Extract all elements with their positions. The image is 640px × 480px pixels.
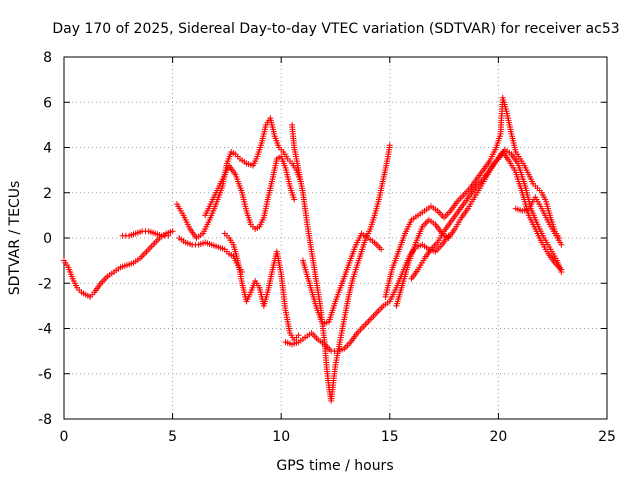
y-tick-label: -2 xyxy=(38,276,52,292)
y-tick-label: 2 xyxy=(43,186,52,202)
data-point xyxy=(558,241,565,248)
y-tick-label: 0 xyxy=(43,231,52,247)
data-points xyxy=(61,94,565,404)
x-tick-label: 20 xyxy=(489,429,507,445)
data-point xyxy=(165,232,172,239)
x-tick-label: 5 xyxy=(168,429,177,445)
y-axis-label: SDTVAR / TECUs xyxy=(7,181,23,296)
y-tick-label: 8 xyxy=(43,50,52,66)
y-tick-label: 4 xyxy=(43,141,52,157)
x-tick-label: 15 xyxy=(381,429,399,445)
chart-title: Day 170 of 2025, Sidereal Day-to-day VTE… xyxy=(52,21,619,37)
x-tick-label: 10 xyxy=(272,429,290,445)
data-point xyxy=(378,246,385,253)
data-point xyxy=(169,228,176,235)
y-tick-label: -4 xyxy=(38,322,52,338)
x-tick-label: 25 xyxy=(598,429,616,445)
y-tick-label: 6 xyxy=(43,95,52,111)
data-point xyxy=(295,332,302,339)
x-tick-label: 0 xyxy=(60,429,69,445)
data-point xyxy=(291,196,298,203)
data-point xyxy=(558,266,565,273)
x-axis-label: GPS time / hours xyxy=(276,458,393,474)
y-tick-label: -8 xyxy=(38,412,52,428)
y-tick-label: -6 xyxy=(38,367,52,383)
data-point xyxy=(386,142,393,149)
ticks: 0 5 10 15 20 25 -8 -6 -4 -2 0 2 4 6 8 xyxy=(38,50,616,445)
